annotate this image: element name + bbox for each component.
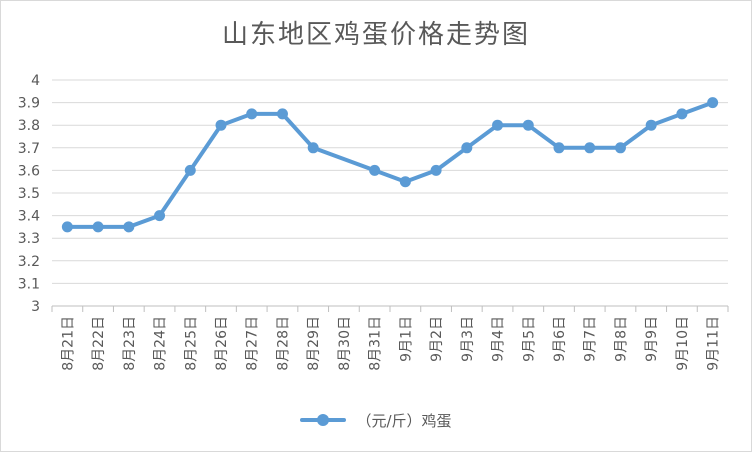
data-point — [522, 119, 534, 131]
data-point — [707, 97, 719, 109]
data-point — [307, 142, 319, 154]
x-tick-label: 9月5日 — [521, 316, 537, 362]
y-tick-label: 3.3 — [18, 231, 40, 247]
chart-title: 山东地区鸡蛋价格走势图 — [221, 20, 530, 50]
data-point — [215, 119, 227, 131]
x-tick-label: 8月30日 — [337, 316, 353, 371]
data-point — [645, 119, 657, 131]
y-tick-label: 3.5 — [18, 186, 40, 202]
x-axis: 8月21日 8月22日 8月23日 8月24日 8月25日 8月26日 8月27日 8月28日… — [51, 306, 729, 371]
data-point — [92, 221, 104, 233]
data-point — [154, 210, 166, 222]
y-axis: 3 3.1 3.2 3.3 3.4 3.5 3.6 3.7 3.8 3.9 4 — [18, 73, 40, 315]
data-point — [430, 164, 442, 176]
series-layer — [61, 97, 719, 233]
x-tick-label: 8月26日 — [214, 316, 230, 371]
x-tick-label: 8月24日 — [153, 316, 169, 371]
y-tick-label: 3.6 — [18, 163, 40, 179]
x-tick-label: 8月23日 — [122, 316, 138, 371]
y-tick-label: 3.1 — [18, 276, 40, 292]
x-tick-label: 8月29日 — [306, 316, 322, 371]
legend: （元/斤）鸡蛋 — [0, 408, 752, 432]
x-tick-label: 9月8日 — [613, 316, 629, 362]
x-tick-label: 9月4日 — [491, 316, 507, 362]
x-tick-label: 9月9日 — [644, 316, 660, 362]
x-tick-label: 8月25日 — [183, 316, 199, 371]
series-line — [65, 100, 715, 229]
data-point — [676, 108, 688, 120]
data-point — [584, 142, 596, 154]
data-point — [614, 142, 626, 154]
data-point — [184, 164, 196, 176]
x-tick-label: 9月6日 — [552, 316, 568, 362]
x-tick-label: 8月31日 — [368, 316, 384, 371]
data-point — [123, 221, 135, 233]
gridlines — [52, 79, 728, 307]
x-tick-label: 9月10日 — [675, 316, 691, 371]
data-point — [461, 142, 473, 154]
y-tick-label: 3.7 — [18, 141, 40, 157]
x-tick-label: 8月28日 — [275, 316, 291, 371]
x-tick-label: 8月21日 — [60, 316, 76, 371]
x-tick-label: 9月1日 — [398, 316, 414, 362]
y-tick-label: 3.2 — [18, 254, 40, 270]
x-tick-label: 9月7日 — [583, 316, 599, 362]
y-tick-label: 3.4 — [18, 209, 40, 225]
data-point — [492, 119, 504, 131]
data-point — [399, 176, 411, 188]
y-tick-label: 4 — [31, 73, 40, 89]
data-point — [276, 108, 288, 120]
x-tick-label: 9月2日 — [429, 316, 445, 362]
data-point — [553, 142, 565, 154]
legend-swatch-icon — [300, 414, 347, 426]
legend-label: （元/斤）鸡蛋 — [356, 411, 452, 430]
y-tick-label: 3.8 — [18, 118, 40, 134]
y-tick-label: 3 — [31, 299, 40, 315]
data-point — [369, 164, 381, 176]
x-tick-label: 9月11日 — [706, 316, 722, 371]
x-tick-label: 9月3日 — [460, 316, 476, 362]
x-tick-label: 8月27日 — [245, 316, 261, 371]
y-tick-label: 3.9 — [18, 96, 40, 112]
x-tick-label: 8月22日 — [91, 316, 107, 371]
data-point — [246, 108, 258, 120]
data-point — [61, 221, 73, 233]
